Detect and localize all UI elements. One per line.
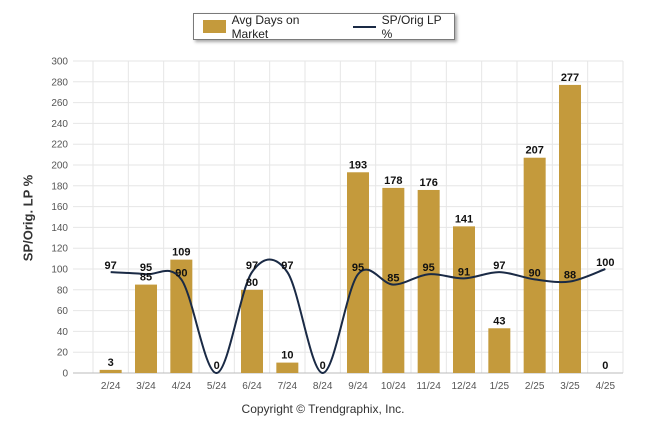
y-tick-label: 0 <box>62 369 68 380</box>
copyright-text: Copyright © Trendgraphix, Inc. <box>241 402 405 416</box>
x-tick-label: 3/24 <box>136 381 156 392</box>
line-value-label: 97 <box>281 260 293 272</box>
legend-item-line: SP/Orig LP % <box>353 13 454 41</box>
x-tick-label: 11/24 <box>417 381 442 392</box>
bar-value-label: 0 <box>602 360 608 372</box>
bar-value-label: 178 <box>384 175 402 187</box>
bar-3/24 <box>135 284 157 373</box>
line-value-label: 95 <box>352 262 364 274</box>
y-tick-label: 140 <box>51 223 68 234</box>
bar-value-label: 85 <box>140 272 152 284</box>
y-tick-label: 80 <box>57 285 69 296</box>
gridlines <box>73 60 624 374</box>
line-sp-orig-lp <box>110 258 606 375</box>
y-tick-label: 120 <box>51 244 68 255</box>
legend-bar-label: Avg Days on Market <box>231 12 300 41</box>
bar-value-label: 109 <box>172 247 190 259</box>
line-value-label: 85 <box>387 273 399 285</box>
line-value-label: 90 <box>175 267 187 279</box>
bar-value-label: 0 <box>320 360 326 372</box>
line-value-label: 95 <box>423 262 435 274</box>
legend-item-bar: Avg Days on Market <box>203 13 337 41</box>
bar-3/25 <box>559 84 581 374</box>
bar-value-label: 80 <box>246 277 258 289</box>
bar-10/24 <box>382 187 405 373</box>
y-axis-ticks: 0 20 40 60 80 100 120 140 160 180 200 220 240 260 280 3… <box>51 57 68 380</box>
bar-value-label: 193 <box>349 159 367 171</box>
line-series <box>110 258 606 375</box>
y-tick-label: 220 <box>51 140 68 151</box>
y-tick-label: 280 <box>51 77 68 88</box>
x-tick-label: 4/25 <box>596 381 616 392</box>
x-tick-label: 5/24 <box>207 381 227 392</box>
y-tick-label: 40 <box>57 327 69 338</box>
y-tick-label: 60 <box>57 306 69 317</box>
line-value-label: 91 <box>458 266 470 278</box>
bar-value-label: 277 <box>561 72 579 84</box>
x-tick-label: 6/24 <box>242 381 262 392</box>
bar-value-label: 176 <box>419 177 437 189</box>
bar-value-label: 0 <box>214 360 220 372</box>
y-tick-label: 100 <box>51 265 68 276</box>
x-tick-label: 1/25 <box>490 381 510 392</box>
bars <box>99 84 581 374</box>
y-tick-label: 20 <box>57 348 69 359</box>
legend: Avg Days on Market SP/Orig LP % <box>193 13 455 41</box>
bar-6/24 <box>241 289 263 373</box>
legend-line-label: SP/Orig LP % <box>381 12 442 41</box>
y-tick-label: 160 <box>51 202 68 213</box>
line-value-label: 97 <box>493 260 505 272</box>
bar-value-label: 3 <box>108 357 114 369</box>
bar-1/25 <box>488 328 511 373</box>
x-tick-label: 2/24 <box>101 381 121 392</box>
bar-7/24 <box>276 362 299 373</box>
line-value-label: 88 <box>564 269 576 281</box>
bar-2/25 <box>523 157 546 373</box>
bar-9/24 <box>347 172 369 373</box>
y-tick-label: 180 <box>51 181 68 192</box>
bar-4/24 <box>170 259 193 373</box>
x-tick-label: 12/24 <box>451 381 476 392</box>
y-tick-label: 260 <box>51 98 68 109</box>
line-value-label: 95 <box>140 262 152 274</box>
x-tick-label: 3/25 <box>560 381 580 392</box>
bar-value-label: 207 <box>525 145 543 157</box>
x-tick-label: 8/24 <box>313 381 333 392</box>
x-tick-label: 7/24 <box>278 381 298 392</box>
x-tick-label: 9/24 <box>348 381 368 392</box>
line-value-label: 100 <box>596 257 614 269</box>
line-value-label: 97 <box>105 260 117 272</box>
bar-value-label: 43 <box>493 315 505 327</box>
y-axis-label: SP/Orig. LP % <box>20 174 36 262</box>
bar-value-label: 141 <box>455 213 473 225</box>
bar-12/24 <box>453 226 475 373</box>
bar-11/24 <box>417 189 440 373</box>
legend-bar-swatch <box>203 20 226 33</box>
line-value-label: 90 <box>529 267 541 279</box>
legend-line-swatch <box>353 25 376 28</box>
y-tick-label: 300 <box>51 57 68 68</box>
x-tick-label: 10/24 <box>381 381 406 392</box>
x-tick-label: 4/24 <box>172 381 192 392</box>
bar-value-label: 10 <box>281 350 293 362</box>
y-tick-label: 240 <box>51 119 68 130</box>
x-axis-ticks: 2/24 3/24 4/24 5/24 6/24 7/24 8/24 9/24 10/24 11/… <box>101 381 616 392</box>
x-tick-label: 2/25 <box>525 381 545 392</box>
y-tick-label: 200 <box>51 161 68 172</box>
line-value-label: 97 <box>246 260 258 272</box>
bar-2/24 <box>99 369 122 373</box>
